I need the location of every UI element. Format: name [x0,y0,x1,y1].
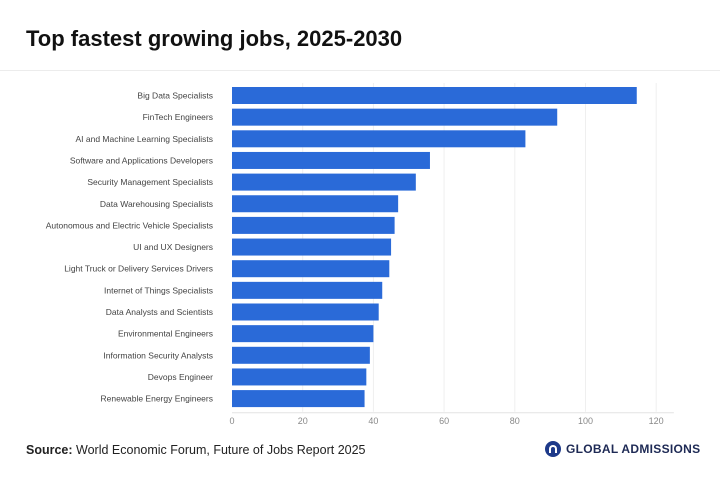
bar [232,108,558,126]
bar [232,130,526,148]
bar [232,216,395,234]
source-label: Source: [26,443,73,457]
category-label: UI and UX Designers [133,242,213,252]
bar [232,368,367,386]
category-label: Data Analysts and Scientists [106,307,213,317]
category-label: FinTech Engineers [143,112,213,122]
category-label: Autonomous and Electric Vehicle Speciali… [46,220,213,230]
source-text: World Economic Forum, Future of Jobs Rep… [72,443,366,457]
category-label: Software and Applications Developers [70,155,213,165]
bar-chart: 0 20 40 60 80 100 120 Big Data Specialists FinTe… [46,83,674,426]
x-tick-label: 0 [229,416,234,426]
chart-title: Top fastest growing jobs, 2025-2030 [26,26,403,51]
source-note: Source: World Economic Forum, Future of … [26,443,366,457]
x-tick-label: 120 [649,416,664,426]
category-label: Internet of Things Specialists [104,285,213,295]
bar [232,346,370,364]
category-label: Information Security Analysts [103,350,213,360]
bar [232,87,637,104]
x-tick-label: 40 [368,416,378,426]
brand-logo: GLOBAL ADMISSIONS [545,441,700,457]
category-label: Light Truck or Delivery Services Drivers [64,264,213,274]
bar [232,390,365,408]
category-label: Data Warehousing Specialists [100,199,213,209]
bar [232,195,399,213]
bar [232,303,379,321]
bar [232,238,392,256]
title-divider [0,70,720,71]
category-label: Environmental Engineers [118,329,213,339]
bar [232,173,416,191]
logo-text: GLOBAL ADMISSIONS [566,442,701,456]
x-tick-label: 80 [510,416,520,426]
category-label: Security Management Specialists [87,177,213,187]
category-label: Renewable Energy Engineers [101,394,213,404]
bar [232,325,374,343]
category-label: AI and Machine Learning Specialists [76,134,214,144]
x-tick-label: 20 [298,416,308,426]
category-label: Big Data Specialists [137,91,213,101]
bar [232,151,430,169]
category-label: Devops Engineer [148,372,213,382]
x-tick-label: 60 [439,416,449,426]
bar [232,260,390,278]
logo-icon [545,441,561,457]
bar [232,281,383,299]
x-tick-label: 100 [578,416,593,426]
